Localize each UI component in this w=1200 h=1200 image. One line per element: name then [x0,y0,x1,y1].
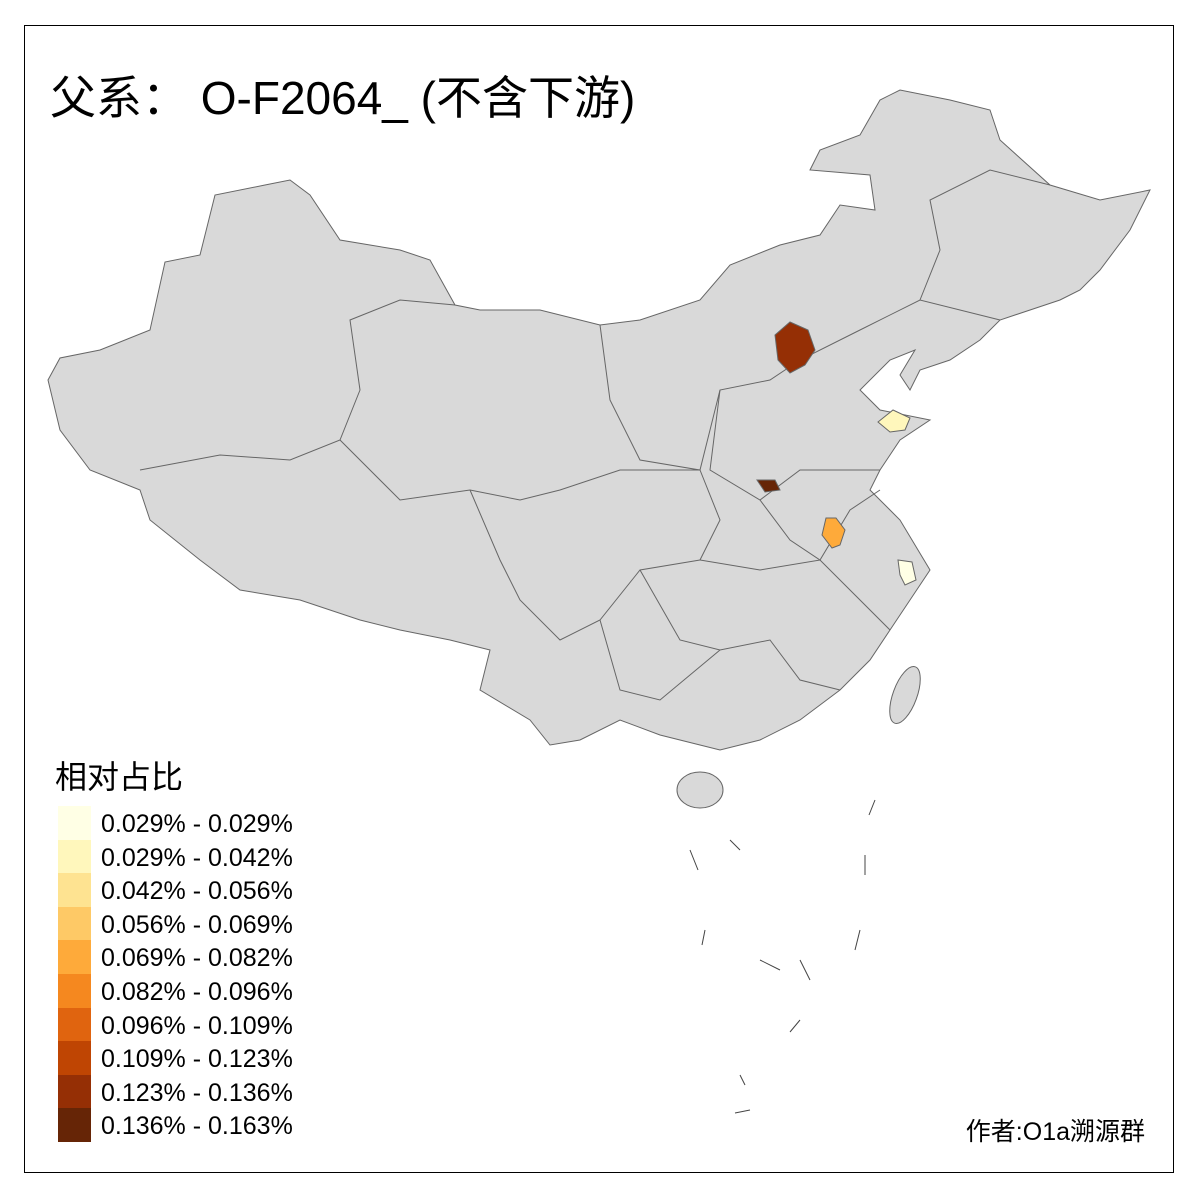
legend-swatch [58,873,91,907]
region-class-9 [756,479,781,493]
legend-item: 0.029% - 0.042% [58,839,358,874]
legend-label: 0.056% - 0.069% [101,910,293,939]
legend-swatch [58,974,91,1008]
region-class-0 [897,559,917,586]
author-credit: 作者:O1a溯源群 [965,1118,1145,1146]
legend-swatch [58,1041,91,1075]
legend-item: 0.029% - 0.029% [58,806,358,840]
legend-label: 0.029% - 0.042% [101,843,293,872]
hainan [676,771,724,809]
taiwan [889,666,921,724]
legend-item: 0.123% - 0.136% [58,1074,358,1109]
legend-title: 相对占比 [55,759,184,795]
legend-swatch [58,1007,91,1042]
legend-label: 0.069% - 0.082% [101,944,293,973]
legend-label: 0.136% - 0.163% [101,1112,293,1141]
legend-label: 0.123% - 0.136% [101,1078,293,1107]
region-class-1 [877,409,911,433]
legend-swatch [58,806,91,840]
legend-label: 0.096% - 0.109% [101,1011,293,1040]
legend-label: 0.042% - 0.056% [101,877,293,906]
china-mainland [47,89,1151,751]
region-class-8 [774,321,816,374]
legend-item: 0.136% - 0.163% [58,1108,358,1142]
legend-swatch [58,839,91,874]
south-china-sea-islands [689,799,876,1114]
legend-item: 0.082% - 0.096% [58,974,358,1008]
region-class-4 [821,517,846,549]
legend-item: 0.096% - 0.109% [58,1007,358,1042]
legend-swatch [58,1074,91,1109]
legend-swatch [58,940,91,974]
province-borders [139,169,1051,701]
legend-item: 0.042% - 0.056% [58,873,358,907]
legend-label: 0.029% - 0.029% [101,810,293,838]
map-title: 父系： O-F2064_ (不含下游) [50,72,636,124]
plot-border [24,25,1174,1173]
legend-label: 0.082% - 0.096% [101,978,293,1006]
legend-swatch [58,906,91,941]
legend-item: 0.109% - 0.123% [58,1041,358,1075]
legend-item: 0.056% - 0.069% [58,906,358,941]
legend-swatch [58,1108,91,1142]
legend-label: 0.109% - 0.123% [101,1045,293,1074]
legend-item: 0.069% - 0.082% [58,940,358,974]
